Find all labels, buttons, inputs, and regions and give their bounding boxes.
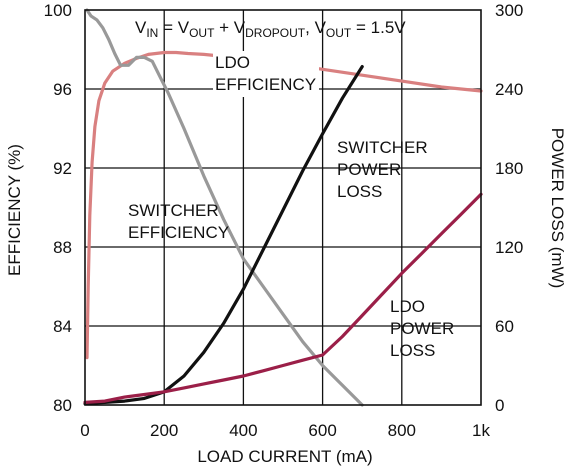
annotation-layer: LDO EFFICIENCY SWITCHER EFFICIENCY SWITCHER P… (128, 51, 454, 360)
switcher-efficiency-line (85, 8, 364, 407)
switcher-power-loss-line (83, 64, 364, 406)
x-axis-label: LOAD CURRENT (mA) (197, 447, 372, 466)
ldo-power-loss-label: LDO POWER LOSS (390, 297, 454, 360)
series-label-line: LOSS (337, 182, 382, 201)
ldo-efficiency-line (85, 50, 483, 360)
x-tick-label: 800 (388, 421, 416, 440)
y-left-tick-label: 100 (44, 1, 72, 20)
x-tick-label: 1k (472, 421, 490, 440)
x-tick-label: 400 (229, 421, 257, 440)
switcher-power-loss-label: SWITCHER POWER LOSS (337, 138, 428, 201)
y-left-tick-label: 92 (53, 159, 72, 178)
y-right-tick-label: 180 (495, 159, 523, 178)
series-label-line: SWITCHER (128, 201, 219, 220)
y-right-tick-label: 60 (495, 317, 514, 336)
y-right-tick-label: 300 (495, 1, 523, 20)
tick-layer: 0 200 400 600 800 1k 80 84 88 92 96 100 0 60 120 180 240… (44, 1, 524, 440)
y-left-tick-label: 96 (53, 80, 72, 99)
switcher-efficiency-label: SWITCHER EFFICIENCY (128, 201, 229, 242)
ldo-efficiency-label: LDO EFFICIENCY (213, 51, 319, 97)
y-right-tick-label: 120 (495, 238, 523, 257)
condition-text: VIN = VOUT + VDROPOUT, VOUT = 1.5V (135, 18, 406, 40)
y-right-tick-label: 240 (495, 80, 523, 99)
series-label-line: SWITCHER (337, 138, 428, 157)
y-axis-right-label: POWER LOSS (mW) (548, 128, 567, 289)
x-tick-label: 0 (80, 421, 89, 440)
y-left-tick-label: 88 (53, 238, 72, 257)
series-layer (83, 8, 483, 407)
plot-frame (84, 9, 482, 406)
series-label-line: LOSS (390, 341, 435, 360)
series-label-line: EFFICIENCY (128, 223, 229, 242)
series-label-line: EFFICIENCY (215, 75, 316, 94)
series-label-line: LDO (390, 297, 425, 316)
ldo-power-loss-line (83, 192, 483, 404)
series-label-line: POWER (390, 319, 454, 338)
series-label-line: POWER (337, 160, 401, 179)
y-axis-left-label: EFFICIENCY (%) (5, 144, 24, 276)
series-label-line: LDO (215, 53, 250, 72)
frame-layer (84, 9, 482, 406)
y-left-tick-label: 80 (53, 396, 72, 415)
label-background (213, 51, 319, 97)
x-tick-label: 200 (150, 421, 178, 440)
y-left-tick-label: 84 (53, 317, 72, 336)
y-right-tick-label: 0 (495, 396, 504, 415)
x-tick-label: 600 (308, 421, 336, 440)
